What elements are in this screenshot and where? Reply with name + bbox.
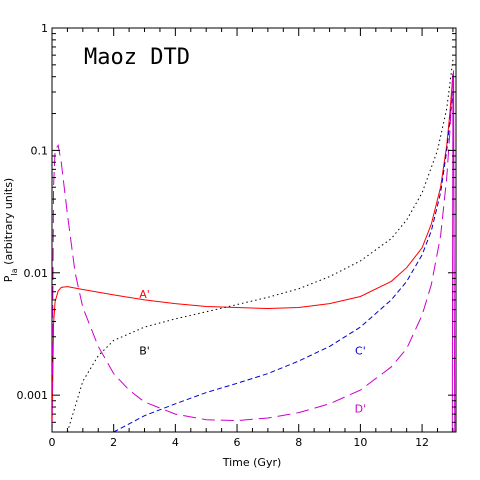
chart-title: Maoz DTD [84,45,190,70]
series-line-3 [52,70,454,432]
curve-label: C' [355,344,366,357]
series-layer [52,59,456,432]
plot-frame [51,27,457,433]
x-tick-label: 6 [234,436,241,449]
series-line-2 [113,91,454,432]
curve-label: D' [355,403,367,416]
y-tick-label: 1 [41,22,48,35]
y-axis-label-main: P [2,275,15,282]
series-line-1 [66,59,454,432]
y-axis-label-sub: Ia [10,268,19,275]
x-axis-label: Time (Gyr) [222,456,282,469]
y-tick-label: 0.01 [24,267,49,280]
x-tick-label: 10 [353,436,367,449]
x-tick-label: 0 [49,436,56,449]
series-line-0 [52,74,454,432]
x-tick-label: 2 [110,436,117,449]
curve-label: A' [139,288,150,301]
curve-label: B' [139,344,150,357]
series-line-4 [451,70,456,432]
curve-labels-layer: A' B' C' D' [139,288,366,415]
y-axis-label: PIa (arbitrary units) [2,178,19,282]
y-axis-label-rest: (arbitrary units) [2,178,15,269]
y-tick-label: 0.1 [31,144,49,157]
ticks-layer: 0 2 4 6 8 10 12 0.001 0.01 0.1 1 [17,22,456,449]
x-tick-label: 12 [415,436,429,449]
x-tick-label: 4 [172,436,179,449]
y-tick-label: 0.001 [17,389,49,402]
x-tick-label: 8 [295,436,302,449]
